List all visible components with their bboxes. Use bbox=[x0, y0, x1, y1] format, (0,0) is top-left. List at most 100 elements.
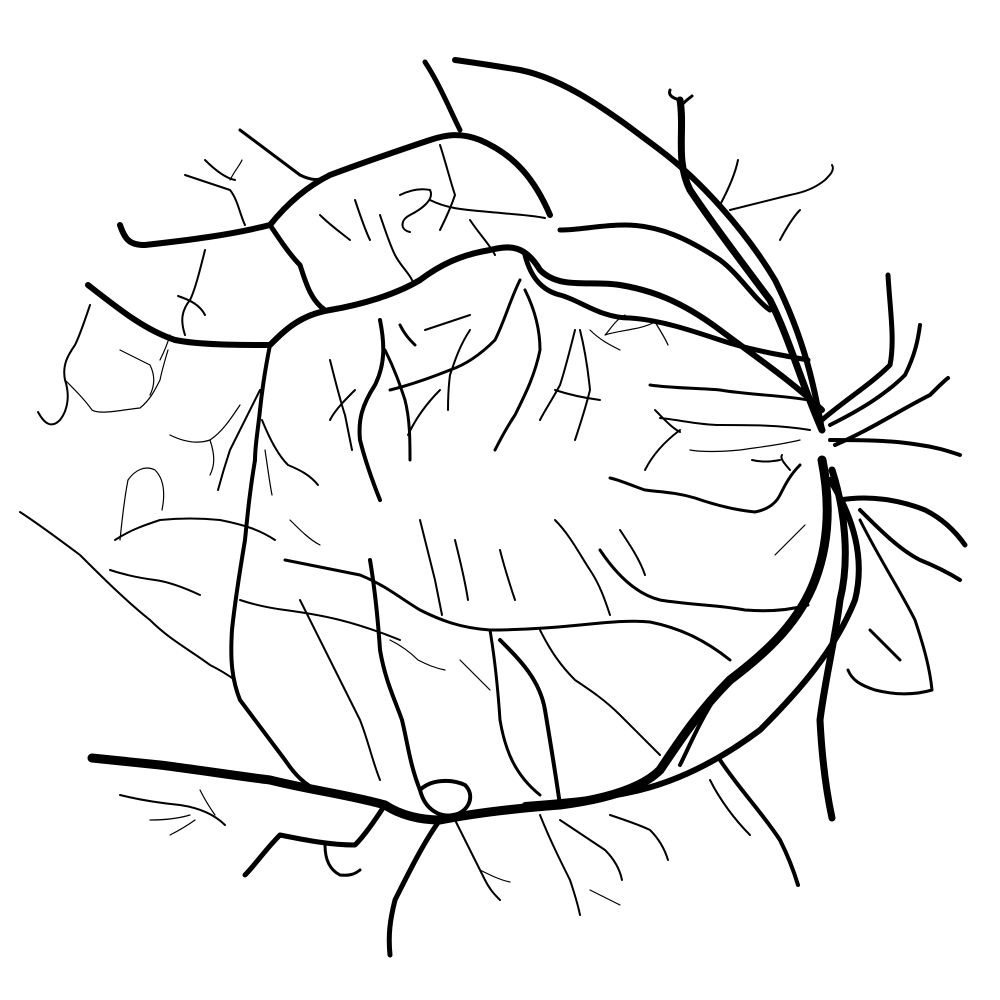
upper-right-thin bbox=[668, 88, 834, 241]
thin-vessel bbox=[379, 214, 413, 281]
thin-vessel bbox=[64, 349, 169, 413]
thin-vessel bbox=[648, 383, 810, 402]
lower-vessel bbox=[419, 519, 443, 616]
bottom-thin-vessels bbox=[119, 779, 751, 916]
lower-vessel bbox=[554, 519, 611, 616]
thin-vessel bbox=[261, 419, 319, 486]
nasal-upper-right bbox=[828, 323, 922, 427]
thin-vessel bbox=[119, 349, 155, 396]
thin-vessel bbox=[469, 219, 496, 256]
lower-vessel bbox=[598, 548, 810, 613]
lower-vessel bbox=[454, 539, 469, 601]
thin-vessel bbox=[114, 517, 276, 541]
thin-vessel bbox=[238, 128, 332, 181]
thin-vessel bbox=[119, 794, 226, 826]
thin-vessel bbox=[689, 439, 801, 453]
central-vessel bbox=[554, 389, 601, 401]
central-vessel bbox=[447, 329, 471, 411]
thin-vessel bbox=[119, 467, 165, 541]
nasal-horizontal bbox=[828, 438, 962, 457]
thin-vessel bbox=[608, 463, 802, 514]
upper-junction-loop bbox=[267, 222, 328, 313]
thin-vessel bbox=[644, 429, 681, 471]
lower-vessel bbox=[389, 639, 446, 671]
central-vessel bbox=[424, 314, 471, 331]
lower-vessel bbox=[619, 529, 646, 576]
central-vessel bbox=[388, 278, 522, 392]
thin-vessel bbox=[668, 88, 682, 102]
thin-vessel bbox=[659, 417, 811, 431]
superior-thin-vessels bbox=[184, 128, 546, 281]
lower-vessel bbox=[539, 629, 661, 756]
thin-vessel bbox=[539, 814, 581, 916]
thin-vessel bbox=[149, 814, 191, 821]
inferior-lower-vessel bbox=[386, 817, 443, 958]
lower-vessel bbox=[488, 628, 542, 797]
central-vessel bbox=[329, 359, 353, 451]
thin-vessel bbox=[177, 295, 206, 316]
nasal-upper-vessel bbox=[819, 272, 895, 423]
lower-vessel bbox=[368, 558, 422, 792]
thin-vessel bbox=[109, 569, 201, 596]
thin-vessel bbox=[159, 334, 171, 361]
inferior-branch-mid bbox=[522, 477, 862, 808]
lower-loop-vessel bbox=[418, 778, 473, 818]
lower-mid-branch bbox=[678, 688, 722, 767]
inferior-branch-down bbox=[498, 638, 562, 807]
thin-vessel bbox=[209, 439, 215, 476]
central-vessel bbox=[253, 343, 272, 462]
thin-vessel bbox=[559, 819, 623, 881]
upper-mid-vessel bbox=[557, 222, 773, 313]
nasal-mid-right bbox=[833, 376, 950, 447]
mid-horizontal-vessel bbox=[522, 252, 811, 363]
thin-vessel bbox=[604, 314, 669, 346]
central-vessels bbox=[253, 278, 601, 502]
thin-vessel bbox=[479, 869, 511, 883]
lower-vessel bbox=[229, 458, 322, 794]
thin-vessel bbox=[264, 449, 273, 496]
thin-vessel bbox=[454, 819, 501, 901]
thin-vessel bbox=[609, 814, 669, 861]
thin-vessel bbox=[779, 209, 801, 241]
central-vessel bbox=[539, 329, 576, 421]
nasal-vessels bbox=[819, 272, 968, 696]
thin-vessel bbox=[589, 329, 621, 351]
central-vessel bbox=[329, 389, 356, 421]
temporal-thin-vessels bbox=[19, 249, 319, 681]
thin-vessel bbox=[169, 819, 196, 836]
thin-vessel bbox=[354, 199, 371, 241]
thin-vessel bbox=[169, 404, 241, 443]
thin-vessel bbox=[774, 524, 806, 556]
lower-right-branch bbox=[718, 758, 800, 887]
thin-vessel bbox=[439, 144, 456, 231]
nasal-lower-branch bbox=[858, 508, 962, 582]
lower-vessel bbox=[299, 599, 381, 781]
thin-vessel bbox=[399, 188, 432, 233]
thin-vessel bbox=[217, 389, 261, 491]
upper-thick-link bbox=[422, 59, 463, 133]
superior-vein bbox=[452, 57, 825, 433]
thin-vessel bbox=[589, 889, 621, 906]
thin-vessel bbox=[319, 214, 351, 241]
thin-vessel bbox=[323, 843, 362, 877]
superior-branch-to-upper-left bbox=[85, 244, 825, 413]
thin-vessel bbox=[729, 164, 834, 211]
lower-vessel bbox=[499, 549, 516, 601]
thin-vessel bbox=[709, 779, 751, 836]
thin-vessel bbox=[19, 511, 236, 681]
inferior-arcade-vessel bbox=[87, 455, 832, 825]
thin-vessel bbox=[184, 174, 246, 226]
central-vessel bbox=[493, 288, 542, 452]
central-vessel bbox=[383, 348, 412, 462]
central-vessel bbox=[357, 318, 386, 502]
nasal-far-lower bbox=[846, 518, 934, 696]
lower-vessel bbox=[239, 599, 401, 641]
thin-vessel bbox=[229, 159, 243, 181]
major-vessels bbox=[85, 57, 862, 958]
lower-vessel bbox=[459, 659, 491, 691]
thin-vessel bbox=[719, 159, 739, 206]
superior-arcade-vessel bbox=[676, 96, 826, 434]
central-vessel bbox=[407, 389, 441, 436]
